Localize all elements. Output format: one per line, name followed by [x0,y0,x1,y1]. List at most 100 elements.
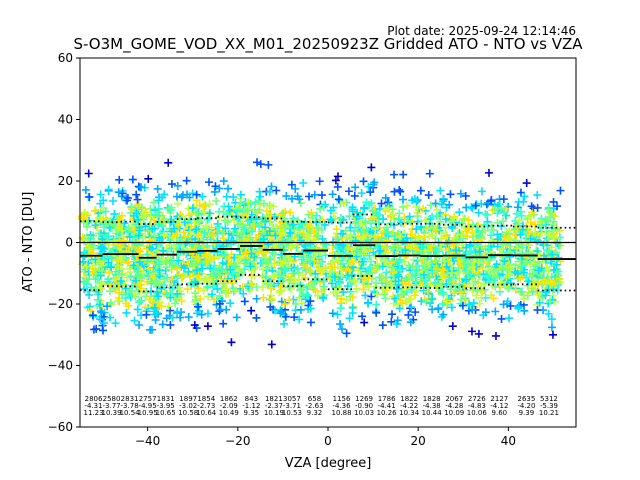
scatter-point [549,217,558,226]
scatter-point [395,265,404,274]
scatter-point [266,302,275,311]
scatter-point [216,270,225,279]
scatter-point [431,278,440,287]
bin-mean-label: -4.41 [378,402,396,410]
scatter-point [129,261,138,270]
scatter-point [290,313,299,322]
scatter-point [96,283,105,292]
scatter-point [221,289,230,298]
scatter-point [205,231,214,240]
scatter-point [364,182,373,191]
scatter-point [449,289,458,298]
scatter-point [467,203,476,212]
scatter-point [461,191,470,200]
scatter-point [110,237,119,246]
scatter-point [328,279,337,288]
scatter-point [200,228,209,237]
scatter-point [315,177,324,186]
scatter-point [267,284,276,293]
scatter-point [145,295,154,304]
scatter-point [533,306,542,315]
scatter-point [342,329,351,338]
scatter-point [212,197,221,205]
scatter-point [124,243,133,252]
scatter-point [380,290,389,299]
bin-mean-label: -3.71 [283,402,301,410]
plot-date: Plot date: 2025-09-24 12:14:46 [387,24,576,38]
scatter-point [224,255,233,264]
scatter-point [115,288,124,297]
bin-count-label: 2580 [103,395,121,403]
scatter-point [176,313,185,322]
bin-std-label: 10.58 [178,409,198,417]
y-tick-label: 0 [65,236,73,250]
scatter-point [407,303,416,312]
scatter-point [80,277,89,286]
scatter-point [133,267,142,276]
scatter-point [543,216,552,225]
scatter-point [173,264,182,273]
scatter-point [99,319,108,328]
scatter-point [547,315,556,324]
scatter-point [371,265,380,274]
scatter-point [114,188,123,197]
scatter-point [334,195,343,204]
scatter-point [418,204,427,213]
scatter-point [520,192,529,201]
scatter-point [261,217,270,226]
scatter-point [196,294,205,303]
scatter-point [484,255,493,264]
scatter-point [264,240,273,249]
scatter-point [223,218,232,227]
scatter-point [314,232,323,241]
scatter-point [334,257,343,266]
scatter-point [203,215,212,224]
scatter-point [313,256,322,265]
scatter-point [265,227,274,236]
bin-mean-label: -3.95 [157,402,175,410]
scatter-point [533,203,542,212]
scatter-point [294,275,303,284]
scatter-point [215,184,224,193]
scatter-point [405,280,414,289]
scatter-point [158,193,167,202]
scatter-point [377,253,386,262]
scatter-point [326,267,335,276]
scatter-point [401,279,410,288]
bin-count-label: 843 [245,395,258,403]
scatter-point [248,227,257,236]
scatter-point [441,215,450,224]
scatter-point [439,266,448,275]
scatter-point [244,234,253,243]
bin-std-label: 10.95 [138,409,158,417]
scatter-point [205,200,214,209]
scatter-point [529,252,538,261]
scatter-point [456,288,465,297]
scatter-point [525,269,534,278]
scatter-point [428,295,437,304]
scatter-point [552,260,561,269]
scatter-point [440,257,449,266]
scatter-point [466,270,475,279]
scatter-point [160,231,169,240]
scatter-point [425,232,434,241]
scatter-point [97,267,106,276]
scatter-point [320,239,329,248]
scatter-point [312,276,321,285]
scatter-point [175,224,184,233]
scatter-point [424,273,433,282]
scatter-point [122,308,131,317]
scatter-point [442,296,451,305]
scatter-point [198,264,207,273]
scatter-point [544,267,553,276]
scatter-point [506,234,515,243]
scatter-point [313,291,322,300]
scatter-point [226,265,235,274]
scatter-point [406,318,415,327]
scatter-point [240,297,249,306]
bin-std-label: 11.23 [84,409,104,417]
scatter-point [226,299,235,308]
scatter-point [339,288,348,297]
scatter-point [158,320,167,329]
scatter-point [105,287,114,296]
